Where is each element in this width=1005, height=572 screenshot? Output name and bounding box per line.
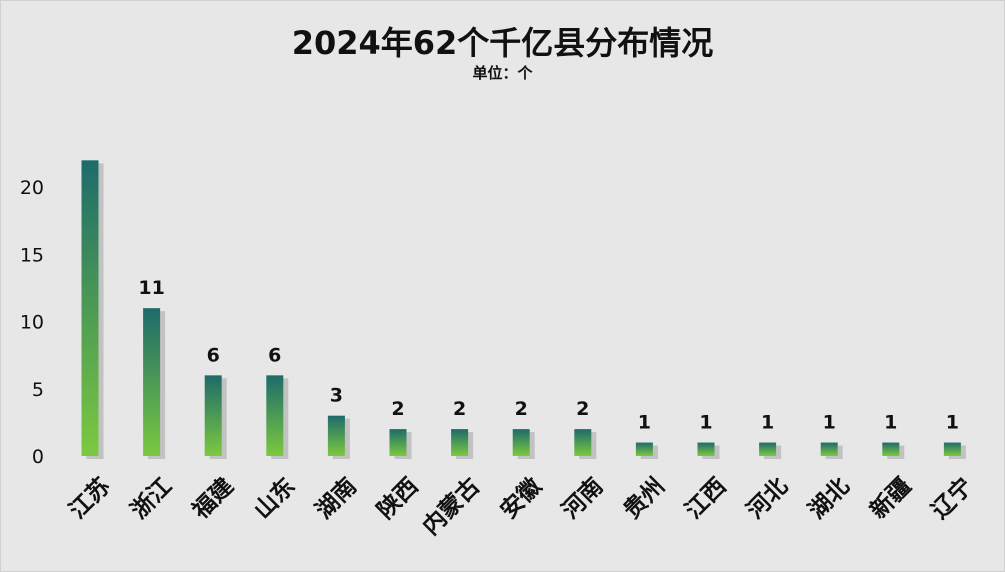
bar [204,375,222,456]
y-tick-label: 10 [20,312,44,334]
x-category-label: 陕西 [372,472,424,524]
bar [389,429,407,456]
bar [574,429,592,456]
bar [882,442,900,456]
y-tick-label: 5 [32,379,44,401]
data-label: 3 [330,385,343,407]
bar [81,160,99,456]
x-category-label: 江西 [681,473,732,524]
bar [759,442,777,456]
bar [451,429,469,456]
x-category-label: 湖北 [804,473,855,524]
x-category-label: 浙江 [126,473,177,524]
y-tick-label: 0 [32,446,44,468]
data-label: 2 [391,398,404,420]
data-label: 6 [268,344,281,366]
data-label: 2 [453,398,466,420]
x-category-label: 湖南 [311,473,362,524]
bar [635,442,653,456]
x-category-label: 山东 [249,472,301,524]
data-label: 1 [761,412,774,434]
data-label: 1 [946,412,959,434]
data-label: 1 [699,412,712,434]
bar [266,375,284,456]
bar [143,308,161,456]
x-category-label: 安徽 [495,472,547,524]
x-category-label: 内蒙古 [418,473,485,540]
y-tick-label: 15 [20,244,44,266]
data-label: 1 [884,412,897,434]
x-category-label: 江苏 [65,473,116,524]
data-label: 6 [207,344,220,366]
bar [697,442,715,456]
chart-subtitle: 单位：个 [472,64,533,82]
y-tick-label: 20 [20,177,44,199]
data-labels: 116 632 2 2 21 1 1 1 1 1 [138,277,959,433]
x-category-label: 福建 [187,473,239,525]
x-category-label: 河北 [742,473,793,524]
bar [820,442,838,456]
data-label: 1 [823,412,836,434]
data-label: 1 [638,412,651,434]
x-category-label: 辽宁 [926,472,978,524]
bar [327,415,345,456]
x-category-label: 贵州 [619,473,670,524]
data-label: 11 [138,277,164,299]
data-label: 2 [576,398,589,420]
x-category-label: 河南 [557,473,608,524]
bar [943,442,961,456]
y-axis: 0 5 10 15 20 [20,177,44,468]
bar [512,429,530,456]
x-category-label: 新疆 [865,472,917,524]
chart-title: 2024年62个千亿县分布情况 [291,24,714,62]
data-label: 2 [515,398,528,420]
bars [81,160,966,459]
